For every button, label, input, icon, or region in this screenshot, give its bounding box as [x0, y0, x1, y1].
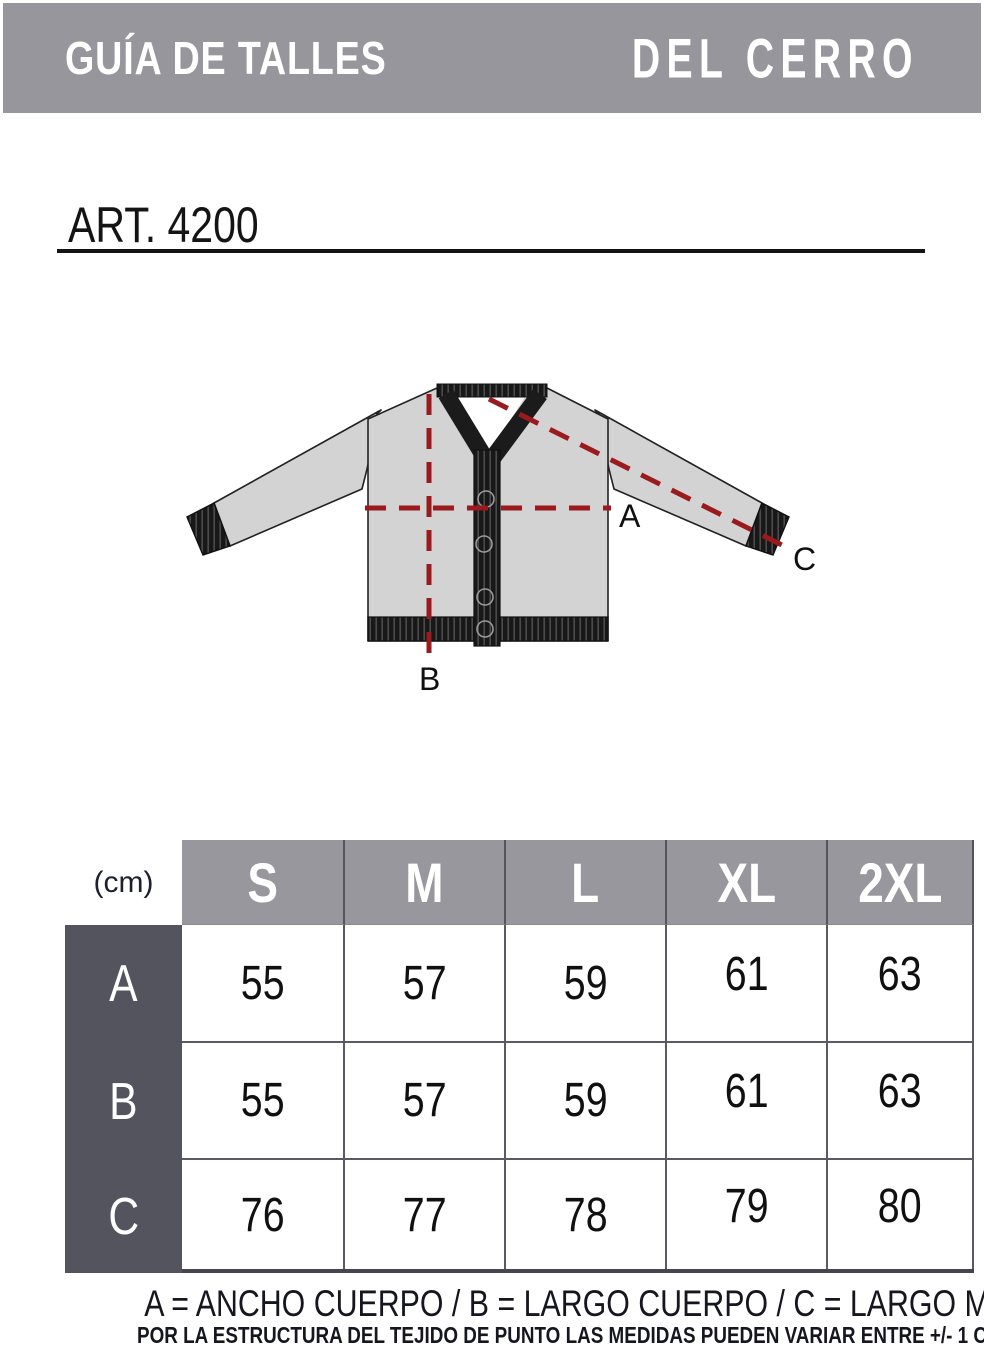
value-b-m: 57 [345, 1043, 506, 1160]
column-header-2xl: 2XL [828, 840, 974, 925]
article-number: ART. 4200 [68, 197, 259, 253]
brand-logo-text: DEL CERRO [632, 26, 919, 90]
page-title: GUÍA DE TALLES [65, 31, 457, 85]
value-b-2xl: 63 [828, 1043, 974, 1160]
value-b-s: 55 [182, 1043, 345, 1160]
value-c-m: 77 [345, 1160, 506, 1273]
back-neck-band [436, 383, 548, 398]
left-cuff [186, 502, 231, 556]
button-placket [473, 449, 501, 647]
value-a-s: 55 [182, 925, 345, 1043]
value-b-l: 59 [506, 1043, 667, 1160]
column-header-l: L [506, 840, 667, 925]
value-c-2xl: 80 [828, 1160, 974, 1273]
measurement-legend: A = ANCHO CUERPO / B = LARGO CUERPO / C … [144, 1283, 984, 1324]
left-sleeve [213, 409, 382, 547]
value-a-m: 57 [345, 925, 506, 1043]
unit-cell: (cm) [65, 840, 182, 925]
tolerance-note: POR LA ESTRUCTURA DEL TEJIDO DE PUNTO LA… [137, 1322, 984, 1348]
table-bottom-border [182, 1269, 974, 1273]
cardigan-measurement-diagram: A B C [186, 383, 816, 697]
page-title-text: GUÍA DE TALLES [65, 32, 387, 84]
column-header-xl: XL [667, 840, 828, 925]
button-3 [476, 588, 494, 606]
value-c-s: 76 [182, 1160, 345, 1273]
row-label-a: A [65, 925, 182, 1043]
brand-logo: DEL CERRO [509, 26, 919, 91]
size-table: (cm) S M L XL 2XL A 55 57 59 61 63 B 55 … [65, 840, 974, 1273]
measure-label-b: B [419, 661, 440, 697]
column-header-s: S [182, 840, 345, 925]
measure-label-c: C [793, 541, 816, 577]
measure-label-a: A [619, 498, 641, 534]
value-a-2xl: 63 [828, 925, 974, 1043]
value-c-xl: 79 [667, 1160, 828, 1273]
value-a-l: 59 [506, 925, 667, 1043]
button-2 [475, 535, 493, 553]
value-c-l: 78 [506, 1160, 667, 1273]
header-bar: GUÍA DE TALLES DEL CERRO [3, 3, 981, 113]
row-label-c: C [65, 1160, 182, 1273]
row-label-b: B [65, 1043, 182, 1160]
button-4 [476, 620, 494, 638]
value-a-xl: 61 [667, 925, 828, 1043]
measure-line-c [487, 396, 790, 551]
column-header-m: M [345, 840, 506, 925]
neck-opening [453, 397, 525, 453]
value-b-xl: 61 [667, 1043, 828, 1160]
article-underline [57, 249, 925, 253]
